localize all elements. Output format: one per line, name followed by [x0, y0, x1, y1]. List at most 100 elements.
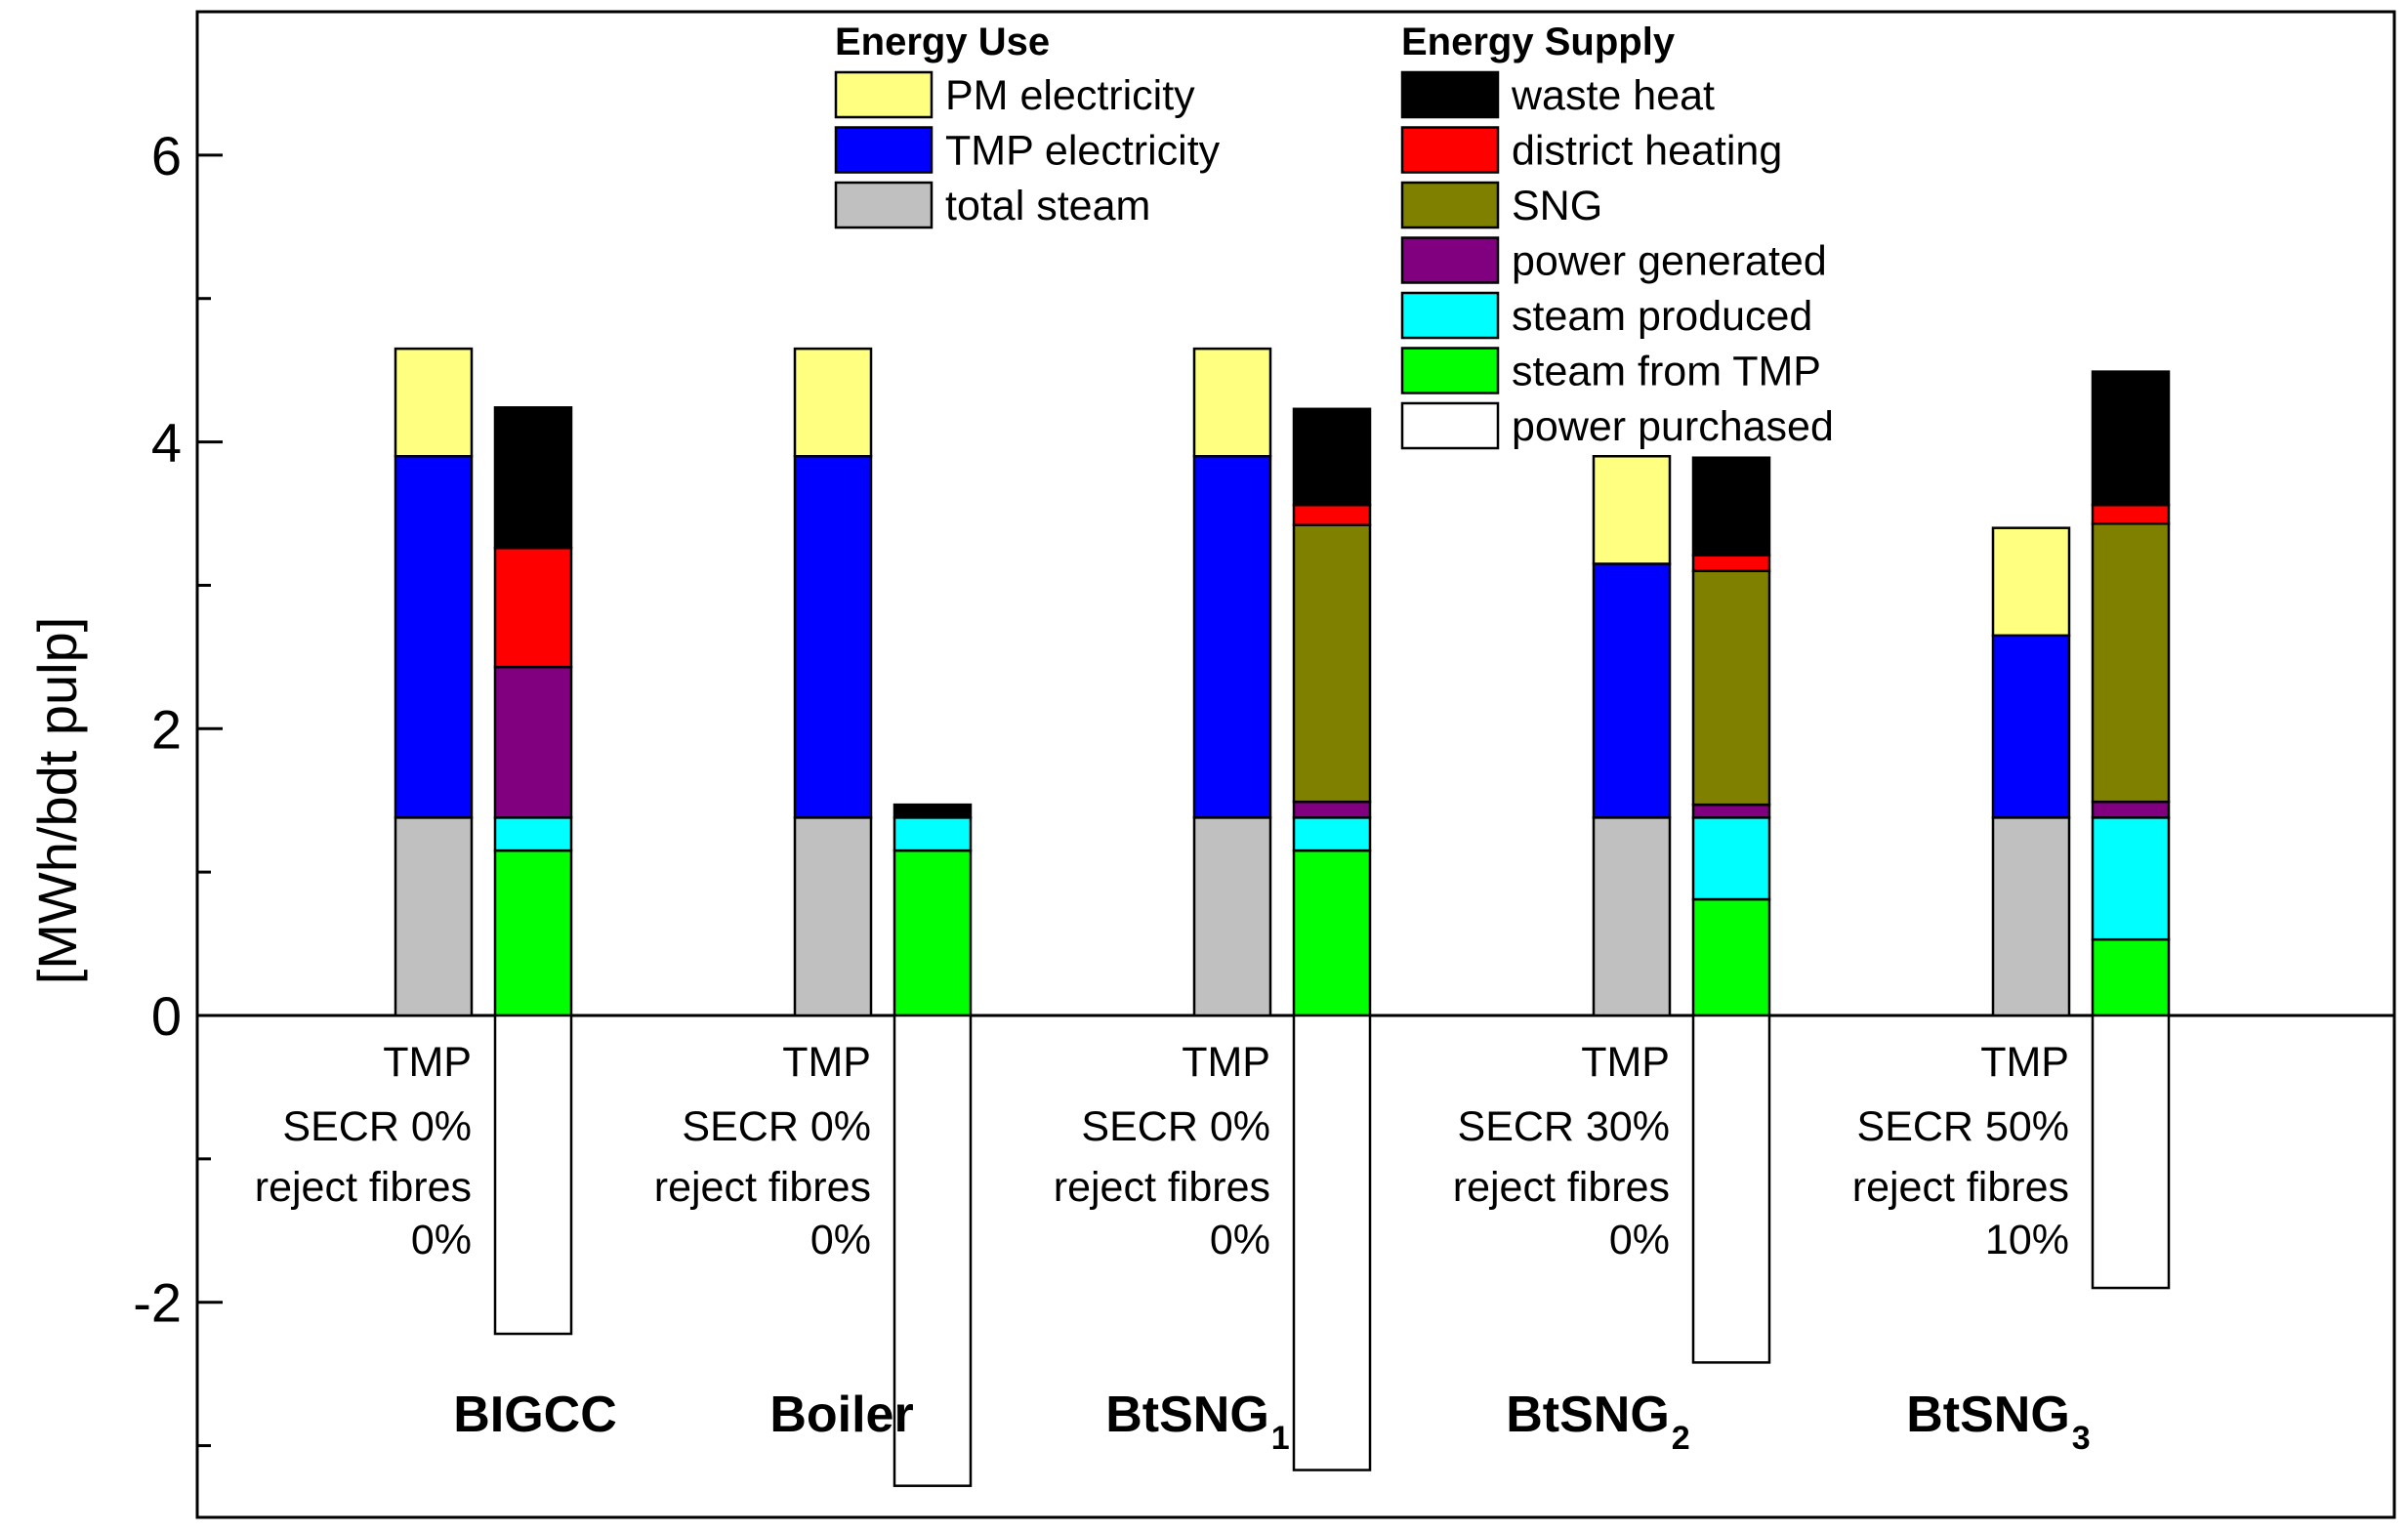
bar-total-steam [793, 816, 873, 1017]
bar-waste-heat [893, 803, 973, 819]
bar-total-steam [394, 816, 474, 1017]
legend: Energy Use PM electricity TMP electricity t… [834, 21, 1834, 450]
legend-swatch-power-purchased [1400, 401, 1500, 450]
bar-waste-heat [1691, 456, 1771, 557]
legend-label: waste heat [1511, 72, 1715, 119]
scenario-label-line: TMP [1980, 1039, 2069, 1086]
bar-tmp-electricity [1592, 562, 1672, 819]
bar-pm-electricity [1592, 455, 1672, 565]
legend-label: TMP electricity [945, 128, 1221, 175]
scenario-label-line: SECR 0% [282, 1103, 472, 1150]
scenario-label-line: TMP [1581, 1039, 1670, 1086]
bar-tmp-electricity [1991, 634, 2071, 819]
bar-district-heating [1691, 554, 1771, 572]
scenario-label-line: 0% [810, 1217, 871, 1263]
scenario-label-line: reject fibres [1453, 1164, 1670, 1211]
bar-total-steam [1192, 816, 1272, 1017]
legend-label: PM electricity [945, 72, 1195, 119]
legend-label: power purchased [1512, 403, 1834, 450]
scenario-label-line: TMP [1182, 1039, 1270, 1086]
bar-power-generated [2091, 800, 2171, 819]
y-tick-label: 6 [151, 125, 182, 186]
bar-district-heating [493, 546, 573, 669]
configuration-name: BtSNG [1506, 1387, 1670, 1443]
bar-tmp-electricity [793, 455, 873, 819]
bar-sng [1691, 569, 1771, 807]
legend-label: SNG [1512, 183, 1602, 229]
bar-steam-from-tmp [893, 849, 973, 1017]
bar-total-steam [1592, 816, 1672, 1017]
bar-pm-electricity [793, 347, 873, 458]
scenario-label-line: SECR 0% [1081, 1103, 1270, 1150]
bar-sng [2091, 522, 2171, 804]
bar-steam-from-tmp [1691, 897, 1771, 1017]
legend-label: steam from TMP [1512, 349, 1821, 395]
scenario-label-line: 10% [1985, 1217, 2069, 1263]
legend-label: power generated [1512, 238, 1827, 285]
bar-steam-from-tmp [2091, 937, 2171, 1017]
bar-waste-heat [1292, 407, 1372, 507]
configuration-name: Boiler [769, 1387, 913, 1443]
bar-power-purchased [893, 1014, 973, 1487]
legend-swatch-power-generated [1400, 236, 1500, 284]
bar-steam-produced [2091, 816, 2171, 941]
scenario-label-line: 0% [1609, 1217, 1670, 1263]
bar-power-purchased [1292, 1014, 1372, 1471]
legend-title: Energy Supply [1401, 21, 1676, 63]
bar-power-purchased [1691, 1014, 1771, 1364]
bars-group [394, 347, 2171, 1487]
scenario-label-line: TMP [383, 1039, 472, 1086]
bar-steam-from-tmp [1292, 849, 1372, 1017]
bar-steam-produced [893, 816, 973, 852]
bar-power-purchased [2091, 1014, 2171, 1290]
bar-district-heating [2091, 503, 2171, 525]
configuration-subscript: 1 [1271, 1420, 1290, 1457]
legend-swatch-tmp-electricity [834, 126, 934, 174]
bar-tmp-electricity [1192, 455, 1272, 819]
bar-steam-from-tmp [493, 849, 573, 1017]
scenario-label-line: SECR 50% [1857, 1103, 2069, 1150]
configuration-name: BtSNG [1105, 1387, 1269, 1443]
bar-waste-heat [493, 406, 573, 550]
bar-power-generated [1691, 803, 1771, 819]
scenario-label-line: 0% [1210, 1217, 1270, 1263]
bar-district-heating [1292, 503, 1372, 526]
legend-swatch-steam-from-tmp [1400, 347, 1500, 394]
scenario-label-line: 0% [411, 1217, 472, 1263]
legend-swatch-total-steam [834, 181, 934, 229]
scenario-label-line: SECR 0% [682, 1103, 871, 1150]
bar-sng [1292, 523, 1372, 804]
scenario-label-line: reject fibres [1852, 1164, 2069, 1211]
y-tick-label: 2 [151, 698, 182, 760]
bar-pm-electricity [1192, 347, 1272, 458]
legend-label: district heating [1512, 128, 1782, 175]
bar-pm-electricity [394, 347, 474, 458]
scenario-label-line: reject fibres [255, 1164, 472, 1211]
plot-frame [195, 10, 2396, 1519]
scenario-labels: TMP SECR 0% reject fibres 0% TMP SECR 0% rejec… [255, 1039, 2069, 1263]
y-axis-title: [MWh/bdt pulp] [26, 617, 88, 985]
bar-power-purchased [493, 1014, 573, 1336]
bar-power-generated [493, 665, 573, 819]
y-axis-ticks: -2 0 2 4 6 [133, 10, 223, 1448]
configuration-name: BIGCC [453, 1387, 617, 1443]
y-tick-label: -2 [133, 1272, 182, 1334]
bar-steam-produced [493, 816, 573, 852]
configuration-name: BtSNG [1906, 1387, 2070, 1443]
scenario-label-line: TMP [782, 1039, 871, 1086]
legend-label: total steam [945, 183, 1150, 229]
bar-waste-heat [2091, 370, 2171, 507]
configuration-subscript: 2 [1672, 1420, 1690, 1457]
legend-swatch-district-heating [1400, 126, 1500, 174]
scenario-label-line: reject fibres [1054, 1164, 1270, 1211]
bar-pm-electricity [1991, 526, 2071, 638]
y-tick-label: 0 [151, 985, 182, 1047]
y-tick-label: 4 [151, 412, 182, 474]
bar-steam-produced [1292, 816, 1372, 852]
scenario-label-line: SECR 30% [1458, 1103, 1670, 1150]
bar-total-steam [1991, 816, 2071, 1017]
scenario-label-line: reject fibres [654, 1164, 871, 1211]
bar-steam-produced [1691, 816, 1771, 901]
bar-tmp-electricity [394, 455, 474, 819]
